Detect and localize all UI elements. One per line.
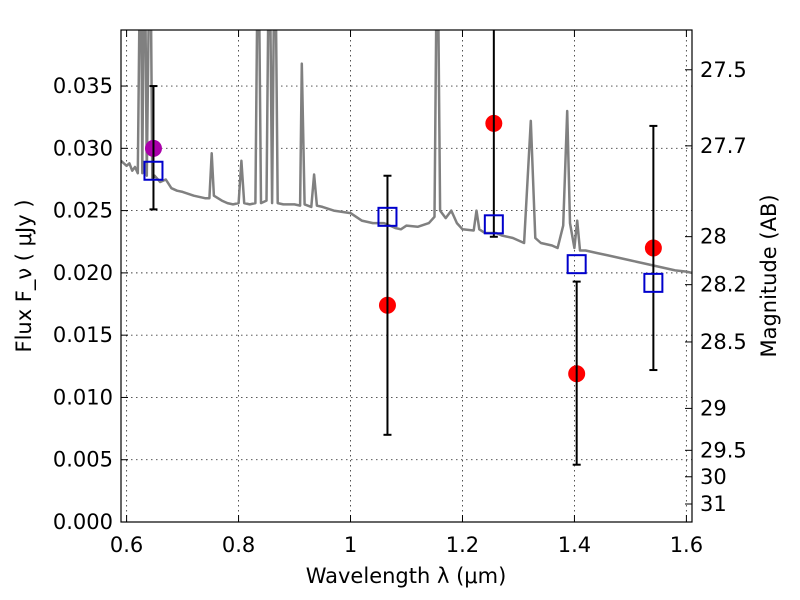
plot-frame	[120, 29, 693, 523]
y2-tick-label: 29	[700, 396, 727, 420]
y2-tick-label: 31	[700, 492, 727, 516]
y2-tick-label: 28	[700, 225, 727, 249]
x-tick-label: 1.2	[446, 533, 479, 557]
model-photometry-square	[143, 160, 164, 181]
y2-axis-label: Magnitude (AB)	[757, 194, 781, 357]
y2-tick-label: 29.5	[700, 438, 747, 462]
x-tick-label: 1.4	[558, 533, 591, 557]
model-photometry-square	[377, 206, 398, 227]
x-axis-label: Wavelength λ (μm)	[306, 564, 507, 588]
y-tick-label: 0.025	[53, 199, 113, 223]
y2-tick-label: 28.2	[700, 273, 747, 297]
model-photometry-square	[566, 254, 587, 275]
y2-tick-label: 30	[700, 465, 727, 489]
y-tick-label: 0.010	[53, 385, 113, 409]
y-tick-label: 0.020	[53, 261, 113, 285]
model-photometry-square	[483, 214, 504, 235]
y-tick-label: 0.005	[53, 448, 113, 472]
x-tick-label: 1	[344, 533, 357, 557]
model-spectrum-line	[121, 30, 692, 275]
y-tick-label: 0.030	[53, 136, 113, 160]
axis-ticks: 0.6 0.8 1 1.2 1.4 1.6 0.000 0.005 0.010 0.015 0.02…	[53, 30, 747, 557]
y-axis-label: Flux F_ν ( μJy )	[12, 199, 37, 352]
grid	[121, 30, 692, 523]
x-tick-label: 0.8	[222, 533, 255, 557]
y2-tick-label: 27.7	[700, 134, 747, 158]
y-tick-label: 0.000	[53, 510, 113, 534]
model-photometry-square	[643, 272, 664, 293]
y2-tick-label: 28.5	[700, 330, 747, 354]
x-tick-label: 1.6	[670, 533, 703, 557]
x-tick-label: 0.6	[110, 533, 143, 557]
plot-area	[121, 30, 692, 466]
y-tick-label: 0.015	[53, 323, 113, 347]
y2-tick-label: 27.5	[700, 58, 747, 82]
y-tick-label: 0.035	[53, 74, 113, 98]
